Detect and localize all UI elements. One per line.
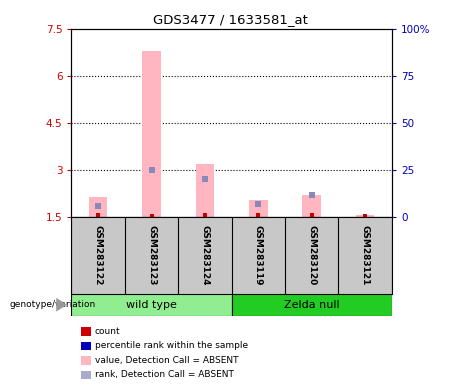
Bar [195,164,214,217]
Bar [231,294,392,316]
Text: GSM283120: GSM283120 [307,225,316,285]
Text: GSM283122: GSM283122 [94,225,103,286]
Text: GDS3477 / 1633581_at: GDS3477 / 1633581_at [153,13,308,26]
Text: value, Detection Call = ABSENT: value, Detection Call = ABSENT [95,356,238,365]
Text: GSM283123: GSM283123 [147,225,156,286]
Bar [356,215,374,217]
Text: count: count [95,326,120,336]
Text: wild type: wild type [126,300,177,310]
Text: GSM283119: GSM283119 [254,225,263,286]
Bar [89,197,107,217]
Text: genotype/variation: genotype/variation [9,300,95,309]
Bar [142,51,161,217]
Bar [302,195,321,217]
Bar [71,294,231,316]
Text: percentile rank within the sample: percentile rank within the sample [95,341,248,350]
Bar [249,200,268,217]
Text: Zelda null: Zelda null [284,300,340,310]
Text: GSM283124: GSM283124 [201,225,209,286]
Text: rank, Detection Call = ABSENT: rank, Detection Call = ABSENT [95,370,233,379]
Text: GSM283121: GSM283121 [361,225,370,286]
